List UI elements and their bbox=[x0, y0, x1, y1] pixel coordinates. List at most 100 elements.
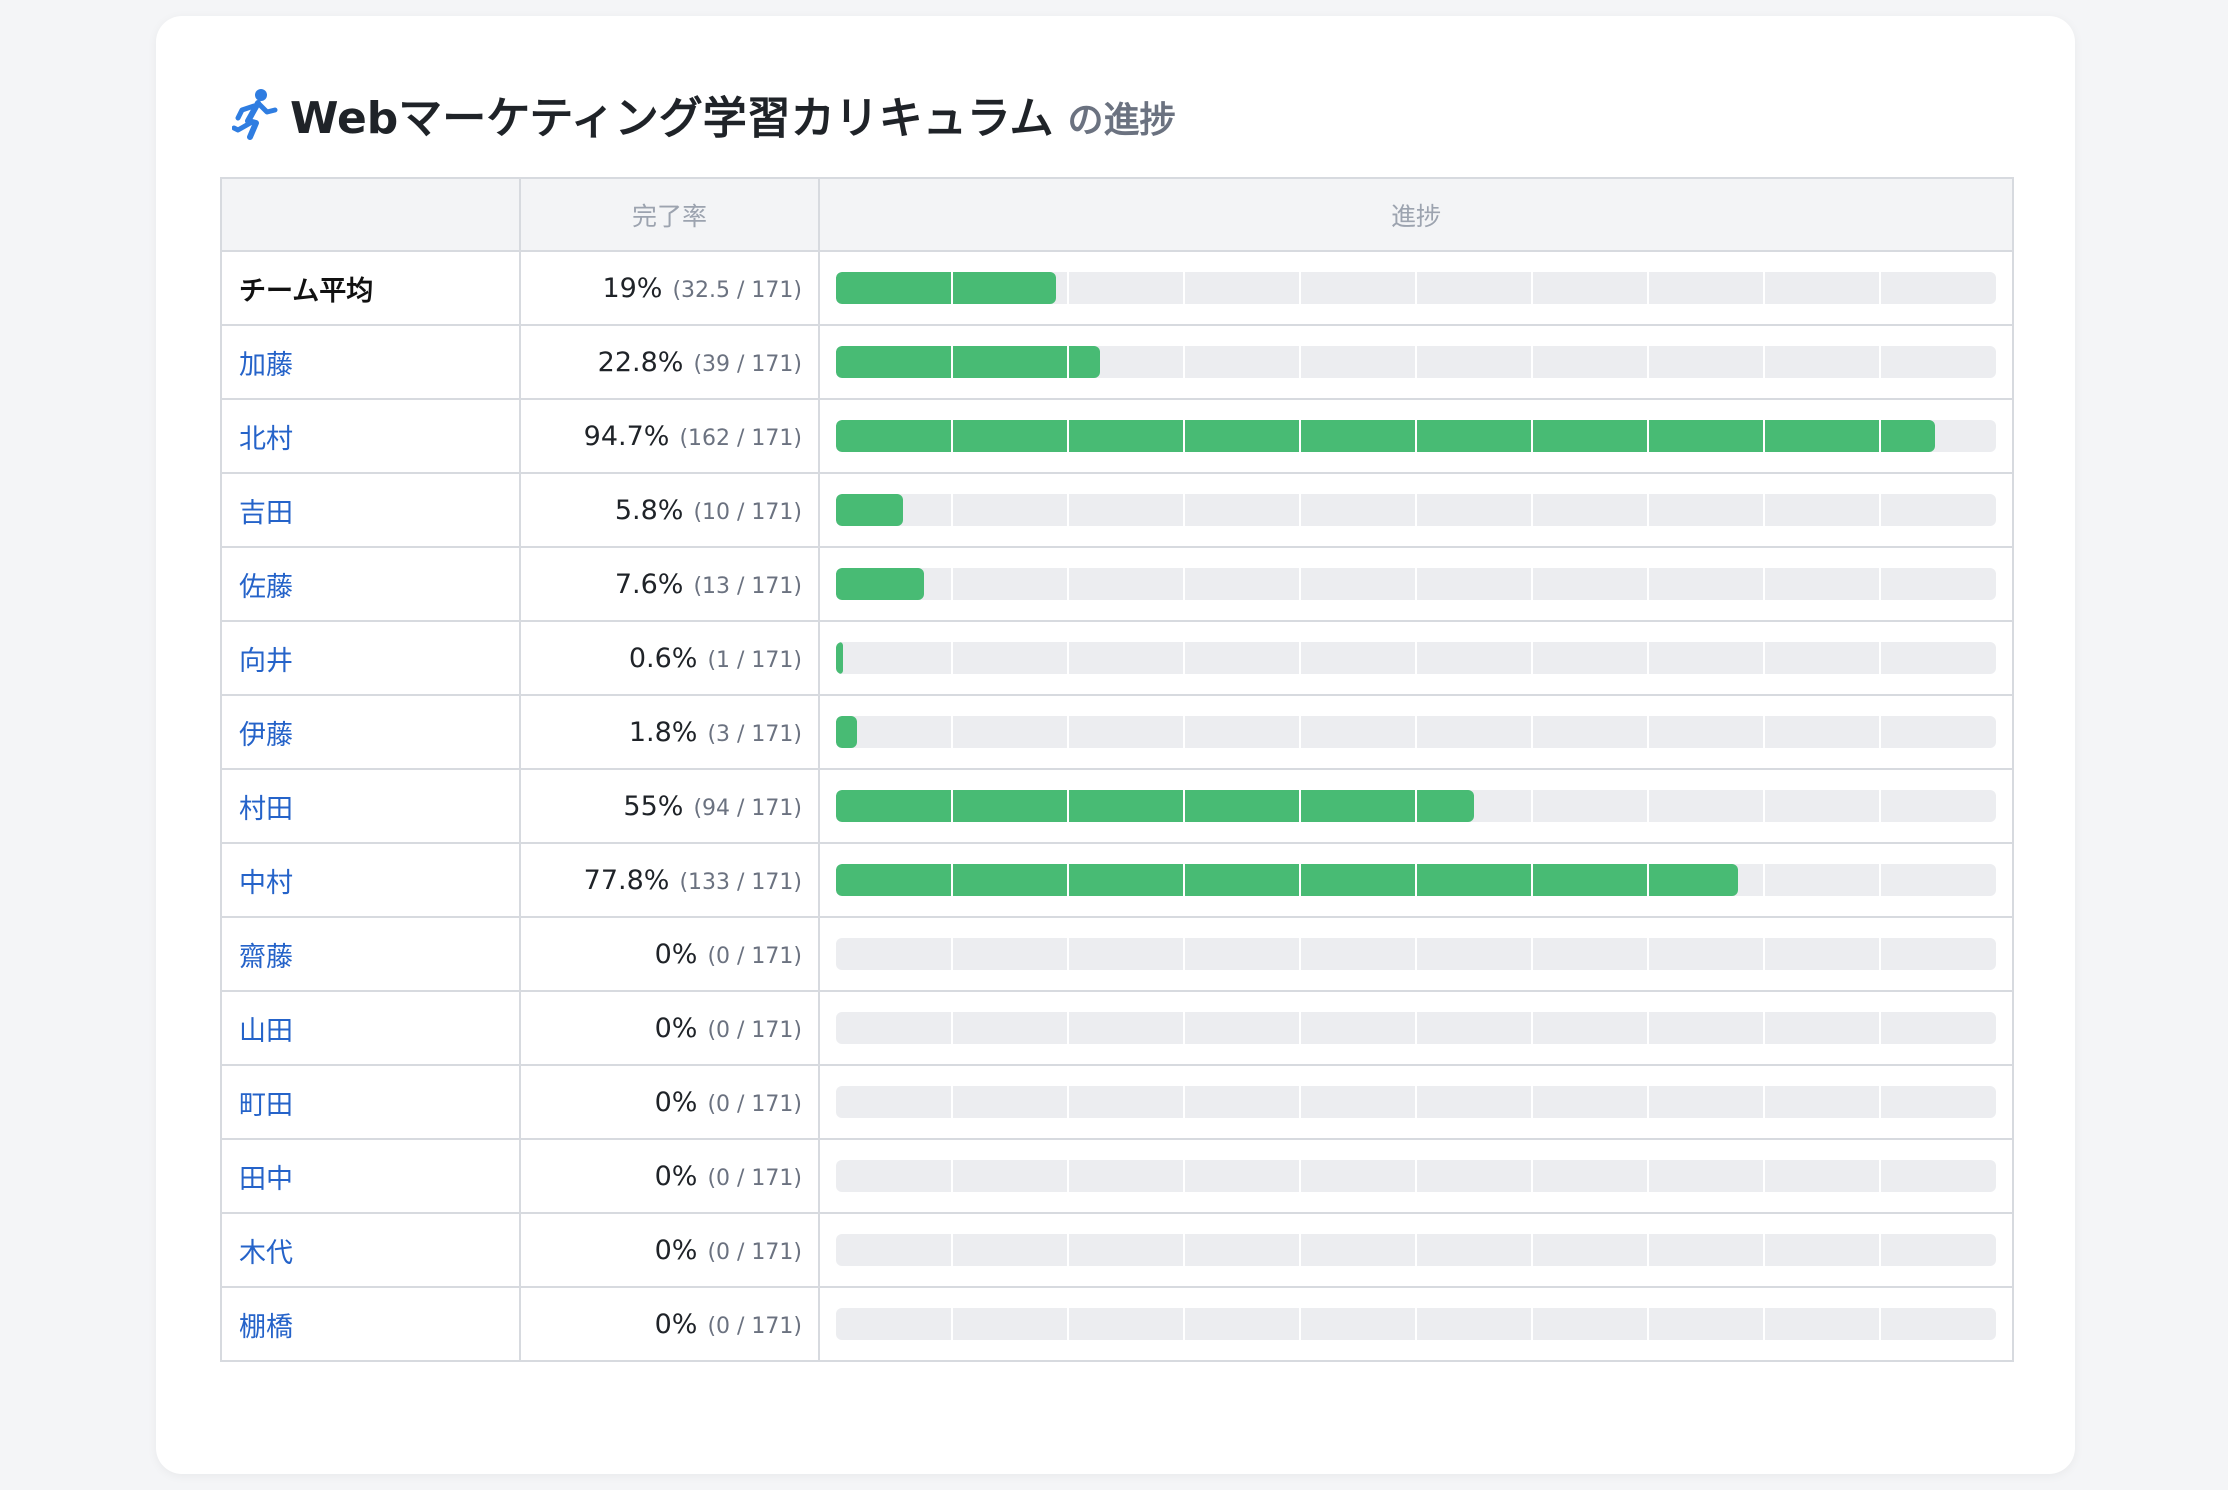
progress-segment-divider bbox=[1415, 642, 1417, 674]
progress-segment-divider bbox=[1879, 790, 1881, 822]
member-name-link[interactable]: 佐藤 bbox=[239, 571, 293, 603]
member-name-link[interactable]: 木代 bbox=[239, 1237, 293, 1269]
progress-segment-divider bbox=[1415, 938, 1417, 970]
progress-segment-divider bbox=[1415, 790, 1417, 822]
progress-segment-divider bbox=[1067, 1160, 1069, 1192]
completion-percent: 0% bbox=[654, 1308, 698, 1340]
title-suffix: の進捗 bbox=[1067, 100, 1176, 141]
completion-rate-cell: 0% (0 / 171) bbox=[519, 1212, 820, 1288]
member-name-cell: 中村 bbox=[220, 842, 521, 918]
member-name-link[interactable]: 北村 bbox=[239, 423, 293, 455]
completion-rate-cell: 0% (0 / 171) bbox=[519, 1064, 820, 1140]
progress-bar bbox=[836, 272, 1996, 304]
completion-percent: 5.8% bbox=[614, 494, 684, 526]
progress-bar bbox=[836, 420, 1996, 452]
member-name-link[interactable]: 村田 bbox=[239, 793, 293, 825]
completion-count: (1 / 171) bbox=[707, 647, 802, 673]
member-name-link[interactable]: 加藤 bbox=[239, 349, 293, 381]
completion-count: (3 / 171) bbox=[707, 721, 802, 747]
member-name-link[interactable]: 齋藤 bbox=[239, 941, 293, 973]
member-name-link[interactable]: 町田 bbox=[239, 1089, 293, 1121]
progress-segment-divider bbox=[1299, 272, 1301, 304]
completion-percent: 0.6% bbox=[628, 642, 698, 674]
member-name-link[interactable]: 吉田 bbox=[239, 497, 293, 529]
completion-rate-cell: 0% (0 / 171) bbox=[519, 1286, 820, 1362]
progress-segment-divider bbox=[1763, 1012, 1765, 1044]
progress-bar bbox=[836, 864, 1996, 896]
progress-segment-divider bbox=[951, 1012, 953, 1044]
progress-segment-divider bbox=[1647, 1012, 1649, 1044]
progress-segment-divider bbox=[1183, 864, 1185, 896]
progress-segment-divider bbox=[1299, 494, 1301, 526]
progress-segment-divider bbox=[1647, 420, 1649, 452]
progress-segment-divider bbox=[1067, 568, 1069, 600]
completion-percent: 0% bbox=[654, 1160, 698, 1192]
progress-cell bbox=[818, 990, 2014, 1066]
progress-segment-divider bbox=[1299, 1160, 1301, 1192]
progress-table: 完了率 進捗 チーム平均 19% (32.5 / 171) 加藤 22.8% (39 / … bbox=[220, 177, 2014, 1362]
progress-segment-divider bbox=[1531, 1160, 1533, 1192]
completion-percent: 22.8% bbox=[597, 346, 684, 378]
progress-segment-divider bbox=[1067, 642, 1069, 674]
progress-cell bbox=[818, 1138, 2014, 1214]
progress-bar-fill bbox=[836, 568, 925, 600]
completion-count: (162 / 171) bbox=[679, 425, 802, 451]
progress-bar-fill bbox=[836, 346, 1101, 378]
member-name-link[interactable]: 向井 bbox=[239, 645, 293, 677]
progress-segment-divider bbox=[1415, 716, 1417, 748]
progress-cell bbox=[818, 472, 2014, 548]
member-name-cell: 村田 bbox=[220, 768, 521, 844]
progress-cell bbox=[818, 250, 2014, 326]
progress-segment-divider bbox=[1763, 716, 1765, 748]
progress-cell bbox=[818, 324, 2014, 400]
member-name-link[interactable]: 伊藤 bbox=[239, 719, 293, 751]
progress-segment-divider bbox=[1647, 568, 1649, 600]
progress-segment-divider bbox=[1879, 346, 1881, 378]
progress-segment-divider bbox=[1763, 1308, 1765, 1340]
progress-segment-divider bbox=[1067, 272, 1069, 304]
progress-bar bbox=[836, 938, 1996, 970]
member-name-cell: 加藤 bbox=[220, 324, 521, 400]
table-row: 吉田 5.8% (10 / 171) bbox=[220, 472, 2014, 548]
completion-percent: 94.7% bbox=[583, 420, 670, 452]
table-row: 伊藤 1.8% (3 / 171) bbox=[220, 694, 2014, 770]
progress-segment-divider bbox=[1879, 272, 1881, 304]
progress-segment-divider bbox=[1647, 864, 1649, 896]
completion-percent: 19% bbox=[602, 272, 663, 304]
member-name-link[interactable]: 棚橋 bbox=[239, 1311, 293, 1343]
completion-rate-cell: 0.6% (1 / 171) bbox=[519, 620, 820, 696]
progress-cell bbox=[818, 768, 2014, 844]
completion-rate-cell: 0% (0 / 171) bbox=[519, 916, 820, 992]
progress-segment-divider bbox=[1879, 1086, 1881, 1118]
member-name-link[interactable]: 山田 bbox=[239, 1015, 293, 1047]
progress-segment-divider bbox=[1183, 346, 1185, 378]
running-person-icon bbox=[231, 88, 278, 140]
progress-cell bbox=[818, 546, 2014, 622]
completion-count: (39 / 171) bbox=[693, 351, 802, 377]
progress-segment-divider bbox=[951, 1308, 953, 1340]
progress-segment-divider bbox=[951, 864, 953, 896]
table-row: 齋藤 0% (0 / 171) bbox=[220, 916, 2014, 992]
progress-bar-fill bbox=[836, 642, 843, 674]
progress-segment-divider bbox=[1067, 938, 1069, 970]
member-name-link[interactable]: 田中 bbox=[239, 1163, 293, 1195]
progress-bar bbox=[836, 642, 1996, 674]
progress-segment-divider bbox=[1879, 1160, 1881, 1192]
table-row: 棚橋 0% (0 / 171) bbox=[220, 1286, 2014, 1362]
progress-segment-divider bbox=[1647, 1234, 1649, 1266]
completion-percent: 1.8% bbox=[628, 716, 698, 748]
progress-segment-divider bbox=[1067, 494, 1069, 526]
member-name-cell: 町田 bbox=[220, 1064, 521, 1140]
member-name-cell: 北村 bbox=[220, 398, 521, 474]
progress-segment-divider bbox=[1067, 1012, 1069, 1044]
progress-cell bbox=[818, 694, 2014, 770]
member-name-link[interactable]: 中村 bbox=[239, 867, 293, 899]
progress-segment-divider bbox=[1067, 1308, 1069, 1340]
progress-segment-divider bbox=[1531, 864, 1533, 896]
completion-count: (13 / 171) bbox=[693, 573, 802, 599]
progress-segment-divider bbox=[1647, 1308, 1649, 1340]
progress-cell bbox=[818, 620, 2014, 696]
curriculum-name: Webマーケティング学習カリキュラム bbox=[290, 93, 1054, 144]
progress-segment-divider bbox=[1531, 494, 1533, 526]
completion-rate-cell: 7.6% (13 / 171) bbox=[519, 546, 820, 622]
